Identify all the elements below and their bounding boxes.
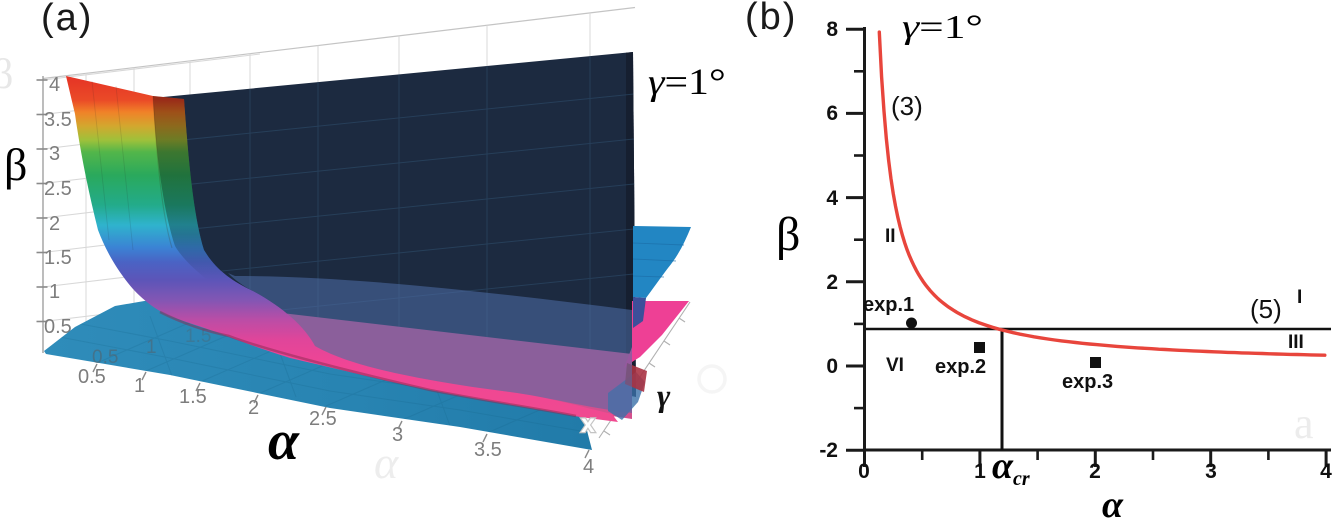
svg-text:x: x bbox=[581, 410, 595, 438]
svg-text:6: 6 bbox=[826, 102, 838, 125]
svg-text:III: III bbox=[1288, 332, 1304, 353]
svg-text:3.5: 3.5 bbox=[44, 109, 72, 131]
svg-text:4: 4 bbox=[1320, 460, 1332, 483]
svg-text:4: 4 bbox=[583, 456, 594, 478]
svg-text:4: 4 bbox=[49, 74, 60, 96]
svg-text:exp.3: exp.3 bbox=[1062, 371, 1113, 393]
svg-text:1.5: 1.5 bbox=[44, 247, 72, 269]
svg-text:2.5: 2.5 bbox=[44, 178, 72, 200]
svg-text:(5): (5) bbox=[1250, 294, 1282, 324]
svg-text:0.5: 0.5 bbox=[78, 366, 106, 388]
svg-text:(3): (3) bbox=[891, 91, 923, 121]
svg-text:β: β bbox=[4, 139, 27, 190]
svg-text:0.5: 0.5 bbox=[44, 316, 72, 338]
svg-text:1.5: 1.5 bbox=[179, 386, 207, 408]
svg-text:β: β bbox=[0, 52, 13, 98]
svg-text:2.5: 2.5 bbox=[309, 408, 337, 430]
svg-text:-2: -2 bbox=[819, 439, 838, 462]
svg-text:(b): (b) bbox=[745, 0, 797, 38]
svg-text:(a): (a) bbox=[41, 0, 93, 39]
svg-text:α: α bbox=[268, 410, 300, 472]
svg-text:I: I bbox=[1297, 287, 1302, 308]
svg-text:a: a bbox=[1294, 399, 1314, 448]
svg-text:1: 1 bbox=[49, 281, 60, 303]
svg-text:γ=1°: γ=1° bbox=[648, 61, 726, 102]
svg-text:1: 1 bbox=[134, 375, 145, 397]
svg-text:3.5: 3.5 bbox=[474, 439, 502, 461]
svg-text:1: 1 bbox=[974, 460, 986, 483]
svg-text:3: 3 bbox=[392, 424, 403, 446]
svg-text:1.5: 1.5 bbox=[185, 326, 211, 347]
svg-text:exp.2: exp.2 bbox=[935, 356, 986, 378]
svg-text:II: II bbox=[885, 226, 896, 247]
svg-text:β: β bbox=[776, 208, 800, 261]
svg-text:4: 4 bbox=[826, 187, 838, 210]
svg-text:3: 3 bbox=[1205, 460, 1217, 483]
svg-text:0.5: 0.5 bbox=[92, 347, 118, 368]
svg-text:2: 2 bbox=[1089, 460, 1101, 483]
svg-text:γ: γ bbox=[657, 377, 671, 413]
svg-text:8: 8 bbox=[826, 18, 838, 41]
svg-text:2: 2 bbox=[49, 213, 60, 235]
svg-text:1: 1 bbox=[146, 337, 157, 358]
svg-text:0: 0 bbox=[826, 355, 838, 378]
svg-text:exp.1: exp.1 bbox=[863, 294, 914, 316]
svg-text:3: 3 bbox=[49, 143, 60, 165]
svg-text:VI: VI bbox=[886, 355, 904, 376]
svg-text:0: 0 bbox=[858, 460, 870, 483]
svg-text:α: α bbox=[374, 437, 399, 488]
svg-text:γ=1°: γ=1° bbox=[902, 8, 983, 45]
svg-text:2: 2 bbox=[248, 397, 259, 419]
svg-text:2: 2 bbox=[826, 271, 838, 294]
svg-text:α: α bbox=[1102, 484, 1124, 524]
